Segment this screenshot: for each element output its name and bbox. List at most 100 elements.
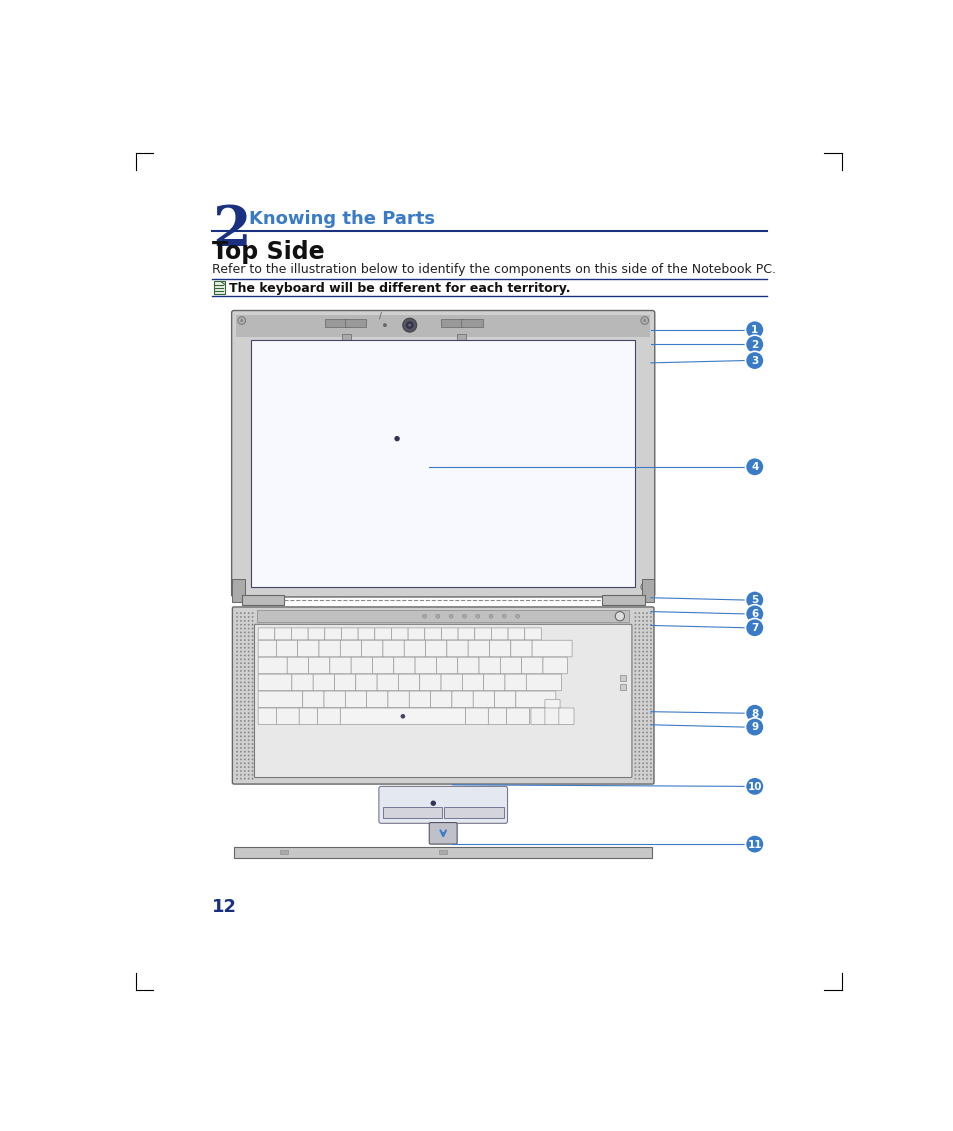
Text: /: / (378, 312, 381, 321)
FancyBboxPatch shape (340, 708, 465, 725)
Circle shape (641, 701, 643, 702)
Circle shape (244, 689, 246, 691)
FancyBboxPatch shape (473, 691, 494, 708)
Circle shape (252, 740, 253, 741)
Circle shape (638, 685, 639, 688)
Circle shape (645, 655, 647, 656)
Circle shape (634, 685, 636, 688)
Circle shape (240, 647, 242, 649)
Circle shape (641, 751, 643, 752)
Text: Knowing the Parts: Knowing the Parts (249, 210, 435, 228)
Circle shape (236, 774, 237, 776)
Circle shape (244, 778, 246, 779)
Circle shape (638, 774, 639, 776)
Circle shape (649, 727, 651, 729)
FancyBboxPatch shape (457, 628, 475, 640)
Circle shape (645, 705, 647, 707)
Circle shape (634, 612, 636, 614)
Circle shape (649, 655, 651, 656)
Circle shape (638, 762, 639, 765)
Circle shape (236, 616, 237, 618)
Circle shape (236, 716, 237, 718)
Circle shape (248, 746, 250, 749)
Circle shape (638, 778, 639, 779)
Circle shape (248, 670, 250, 672)
Circle shape (638, 720, 639, 722)
FancyBboxPatch shape (345, 691, 366, 708)
Circle shape (645, 689, 647, 691)
FancyBboxPatch shape (425, 640, 446, 657)
Bar (236, 316, 649, 337)
Circle shape (634, 674, 636, 675)
Circle shape (236, 631, 237, 633)
Circle shape (236, 732, 237, 733)
Circle shape (638, 754, 639, 757)
FancyBboxPatch shape (491, 628, 508, 640)
Circle shape (638, 746, 639, 749)
FancyBboxPatch shape (478, 657, 500, 674)
Circle shape (638, 713, 639, 714)
Circle shape (248, 778, 250, 779)
Circle shape (252, 713, 253, 714)
FancyBboxPatch shape (292, 628, 308, 640)
FancyBboxPatch shape (404, 640, 425, 657)
Circle shape (634, 720, 636, 722)
FancyBboxPatch shape (308, 657, 330, 674)
Circle shape (638, 631, 639, 633)
Circle shape (248, 701, 250, 702)
FancyBboxPatch shape (544, 708, 559, 725)
Circle shape (240, 616, 242, 618)
FancyBboxPatch shape (324, 691, 345, 708)
FancyBboxPatch shape (526, 674, 561, 691)
Circle shape (638, 708, 639, 710)
Circle shape (236, 697, 237, 699)
FancyBboxPatch shape (429, 822, 456, 844)
Circle shape (244, 759, 246, 760)
Circle shape (634, 697, 636, 699)
Circle shape (641, 636, 643, 637)
Circle shape (641, 724, 643, 726)
FancyBboxPatch shape (430, 691, 452, 708)
FancyBboxPatch shape (299, 708, 317, 725)
FancyBboxPatch shape (542, 657, 567, 674)
Bar (641, 579, 654, 603)
Circle shape (236, 674, 237, 675)
Circle shape (634, 663, 636, 664)
Circle shape (645, 754, 647, 757)
Circle shape (236, 612, 237, 614)
Circle shape (645, 682, 647, 683)
Circle shape (252, 746, 253, 749)
Circle shape (405, 321, 414, 329)
Circle shape (236, 677, 237, 680)
Circle shape (649, 708, 651, 710)
FancyBboxPatch shape (313, 674, 335, 691)
Circle shape (252, 708, 253, 710)
Circle shape (744, 718, 763, 736)
Circle shape (244, 713, 246, 714)
Circle shape (244, 682, 246, 683)
Circle shape (240, 644, 242, 645)
Text: Top Side: Top Side (212, 240, 325, 264)
FancyBboxPatch shape (258, 640, 276, 657)
Circle shape (244, 727, 246, 729)
Circle shape (252, 670, 253, 672)
Circle shape (236, 778, 237, 779)
Circle shape (649, 631, 651, 633)
Circle shape (645, 701, 647, 702)
Circle shape (252, 628, 253, 630)
Circle shape (634, 705, 636, 707)
Text: Refer to the illustration below to identify the components on this side of the N: Refer to the illustration below to ident… (212, 262, 776, 276)
FancyBboxPatch shape (308, 628, 325, 640)
Circle shape (641, 689, 643, 691)
Text: 5: 5 (750, 595, 758, 605)
Circle shape (248, 616, 250, 618)
Circle shape (645, 616, 647, 618)
FancyBboxPatch shape (465, 708, 488, 725)
Circle shape (641, 762, 643, 765)
Circle shape (252, 631, 253, 633)
FancyBboxPatch shape (378, 786, 507, 823)
Circle shape (645, 663, 647, 664)
Circle shape (649, 670, 651, 672)
Circle shape (248, 644, 250, 645)
FancyBboxPatch shape (258, 708, 276, 725)
